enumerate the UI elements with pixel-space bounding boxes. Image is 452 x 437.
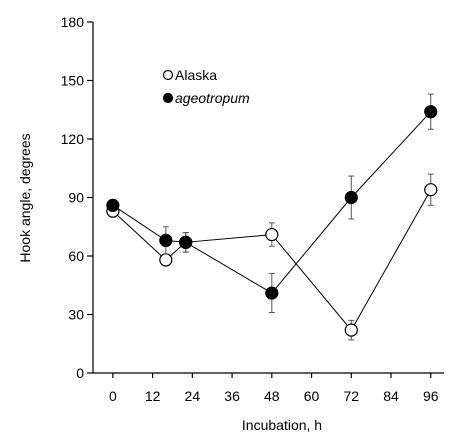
y-tick-label: 150 bbox=[61, 73, 85, 89]
series-line bbox=[112, 189, 432, 331]
series-line bbox=[112, 111, 432, 294]
data-point bbox=[424, 183, 438, 197]
legend: Alaska ageotropum bbox=[162, 67, 250, 106]
y-tick-label: 180 bbox=[61, 14, 85, 30]
x-tick-label: 12 bbox=[145, 388, 161, 404]
data-point bbox=[159, 253, 173, 267]
y-tick-label: 0 bbox=[76, 365, 84, 381]
data-point bbox=[159, 233, 173, 247]
series-0 bbox=[106, 173, 438, 341]
y-tick-label: 30 bbox=[68, 307, 84, 323]
data-point bbox=[424, 105, 438, 119]
x-tick-label: 84 bbox=[383, 388, 399, 404]
y-axis-label: Hook angle, degrees bbox=[17, 133, 33, 262]
legend-label-ageotropum: ageotropum bbox=[175, 90, 250, 106]
y-tick-label: 90 bbox=[68, 190, 84, 206]
legend-marker-alaska bbox=[162, 69, 174, 81]
legend-marker-ageotropum bbox=[162, 92, 174, 104]
y-ticks: 0 30 60 90 120 150 180 bbox=[61, 14, 93, 381]
legend-label-alaska: Alaska bbox=[175, 67, 217, 83]
data-point bbox=[344, 190, 358, 205]
series-1 bbox=[106, 93, 438, 314]
data-point bbox=[106, 198, 120, 212]
data-point bbox=[344, 323, 358, 337]
x-axis-label: Incubation, h bbox=[242, 417, 322, 433]
x-tick-label: 96 bbox=[423, 388, 439, 404]
x-tick-label: 36 bbox=[224, 388, 240, 404]
x-tick-label: 0 bbox=[109, 388, 117, 404]
x-tick-label: 60 bbox=[304, 388, 320, 404]
series-layer bbox=[106, 93, 438, 341]
x-tick-label: 24 bbox=[185, 388, 201, 404]
y-tick-label: 120 bbox=[61, 131, 85, 147]
data-point bbox=[265, 227, 279, 242]
x-tick-label: 48 bbox=[264, 388, 280, 404]
data-point bbox=[265, 286, 279, 300]
y-tick-label: 60 bbox=[68, 248, 84, 264]
axes bbox=[92, 22, 444, 374]
x-tick-label: 72 bbox=[343, 388, 359, 404]
data-point bbox=[179, 235, 193, 249]
x-ticks: 0 12 24 36 48 60 72 84 96 bbox=[109, 373, 439, 404]
